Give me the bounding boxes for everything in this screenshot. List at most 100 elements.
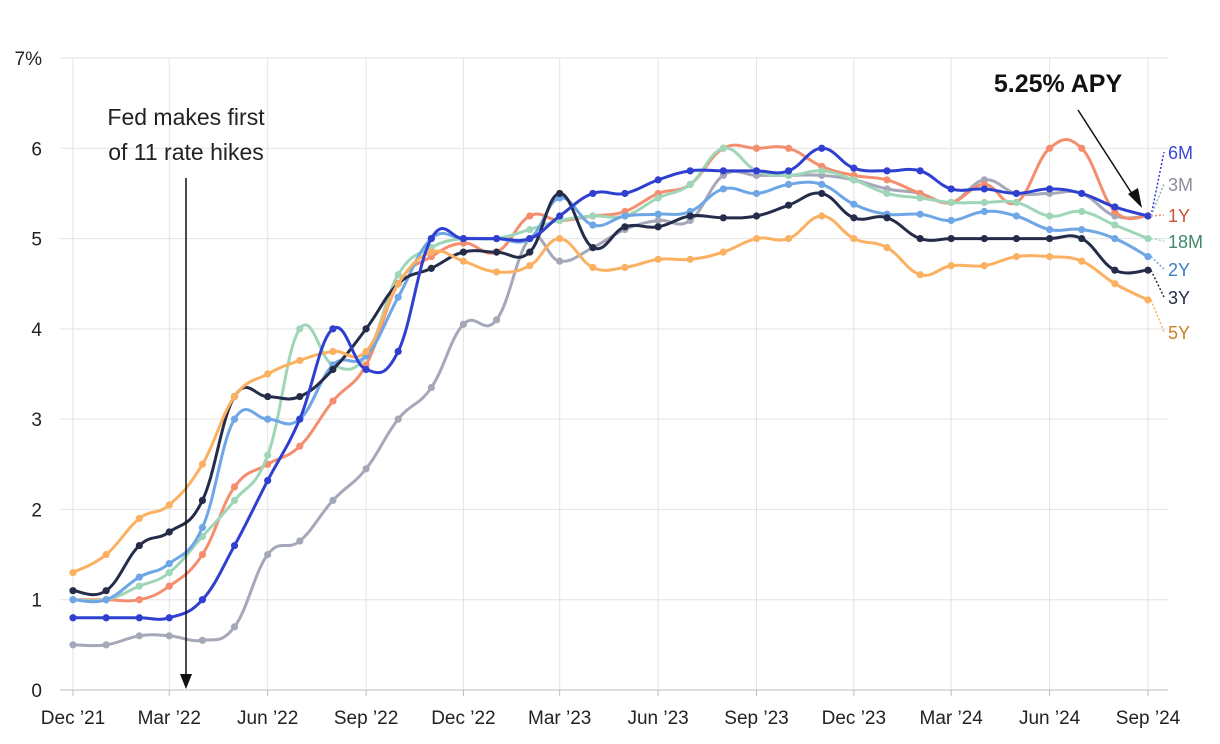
axis-layer: 0 1 2 3 4 5 6 7% Dec ’21 Mar ’22 Jun ’22 Sep ’22 Dec…: [15, 49, 1181, 729]
y-tick-label: 1: [31, 591, 42, 612]
data-point-2Y: [102, 596, 110, 604]
data-point-6M: [980, 185, 988, 193]
data-point-5Y: [165, 501, 173, 509]
data-point-18M: [654, 194, 662, 202]
data-point-5Y: [784, 234, 793, 243]
data-point-18M: [980, 198, 988, 207]
data-point-6M: [947, 185, 955, 193]
data-point-3M: [198, 636, 207, 644]
data-point-18M: [135, 582, 143, 590]
data-point-3Y: [654, 223, 662, 231]
data-point-6M: [818, 144, 826, 152]
data-point-3Y: [686, 212, 694, 220]
x-tick-label: Mar ’22: [138, 708, 201, 729]
series-5Y: [69, 212, 1152, 577]
data-point-2Y: [135, 573, 143, 581]
series-label-6M: 6M: [1168, 143, 1193, 163]
data-point-5Y: [980, 262, 988, 270]
data-point-5Y: [459, 257, 468, 265]
data-point-18M: [264, 451, 272, 459]
series-3Y: [69, 189, 1152, 597]
data-point-6M: [1144, 212, 1152, 220]
data-point-6M: [198, 596, 207, 604]
y-tick-label: 5: [31, 230, 42, 251]
data-point-6M: [69, 614, 77, 622]
data-point-6M: [394, 347, 402, 356]
series-line-1Y: [71, 137, 1150, 603]
x-tick-label: Sep ’23: [724, 708, 788, 729]
data-point-18M: [818, 167, 826, 175]
data-point-6M: [102, 614, 110, 622]
data-point-6M: [784, 167, 793, 175]
data-point-6M: [1012, 189, 1021, 198]
grid-layer: [60, 57, 1168, 690]
x-tick-label: Dec ’23: [822, 708, 886, 729]
data-point-1Y: [1078, 144, 1086, 152]
data-point-5Y: [492, 268, 501, 276]
data-point-5Y: [1078, 257, 1086, 265]
data-point-3M: [230, 623, 239, 631]
data-point-3Y: [850, 214, 858, 222]
data-point-3Y: [1045, 234, 1054, 243]
data-point-18M: [526, 225, 534, 234]
data-point-6M: [329, 325, 337, 333]
data-point-1Y: [165, 582, 173, 590]
data-point-6M: [752, 167, 761, 175]
annotation-fed-line-1: Fed makes first: [107, 104, 265, 130]
series-line-5Y: [71, 214, 1150, 575]
data-point-2Y: [165, 560, 173, 568]
data-point-18M: [198, 532, 207, 541]
data-point-6M: [1045, 185, 1054, 193]
data-point-3Y: [752, 212, 761, 220]
data-point-2Y: [719, 185, 727, 193]
data-point-6M: [427, 234, 435, 243]
series-2Y: [69, 180, 1152, 604]
data-point-6M: [850, 164, 858, 172]
series-label-leader-2Y: [1150, 256, 1165, 270]
data-point-3M: [556, 257, 564, 265]
data-point-2Y: [654, 210, 662, 218]
data-point-18M: [916, 194, 924, 202]
data-point-18M: [165, 569, 173, 577]
data-point-18M: [686, 180, 694, 188]
data-point-3M: [69, 641, 77, 649]
series-label-3M: 3M: [1168, 175, 1193, 195]
data-point-3Y: [980, 234, 988, 243]
data-point-18M: [296, 325, 304, 333]
data-point-5Y: [102, 550, 110, 559]
data-point-18M: [1144, 234, 1152, 243]
data-point-1Y: [135, 596, 143, 604]
data-point-1Y: [752, 144, 761, 152]
data-point-3Y: [492, 248, 501, 256]
data-point-5Y: [296, 356, 304, 365]
data-point-5Y: [362, 347, 370, 356]
data-point-6M: [556, 212, 564, 220]
data-point-3Y: [1144, 266, 1152, 274]
data-point-3M: [427, 383, 435, 392]
data-point-5Y: [135, 514, 143, 523]
series-label-leader-3M: [1150, 183, 1165, 217]
data-point-18M: [883, 189, 891, 198]
series-label-layer: 6M 3M 1Y 18M 2Y 3Y 5Y: [1150, 143, 1203, 343]
data-point-5Y: [818, 212, 826, 220]
data-point-5Y: [1045, 253, 1054, 261]
data-point-2Y: [1012, 212, 1021, 220]
data-point-18M: [1012, 198, 1021, 207]
data-point-6M: [135, 614, 143, 622]
series-label-leader-1Y: [1150, 214, 1165, 217]
data-point-3Y: [427, 264, 435, 272]
data-point-18M: [589, 212, 597, 220]
data-point-3Y: [198, 496, 207, 504]
data-point-6M: [654, 176, 662, 184]
data-point-18M: [1111, 221, 1119, 229]
series-6M: [69, 144, 1152, 622]
data-point-6M: [719, 167, 727, 175]
data-point-5Y: [1144, 296, 1152, 304]
data-point-2Y: [264, 415, 272, 423]
data-point-5Y: [621, 263, 629, 272]
series-label-3Y: 3Y: [1168, 288, 1190, 308]
data-point-2Y: [394, 293, 402, 301]
data-point-18M: [230, 496, 239, 504]
